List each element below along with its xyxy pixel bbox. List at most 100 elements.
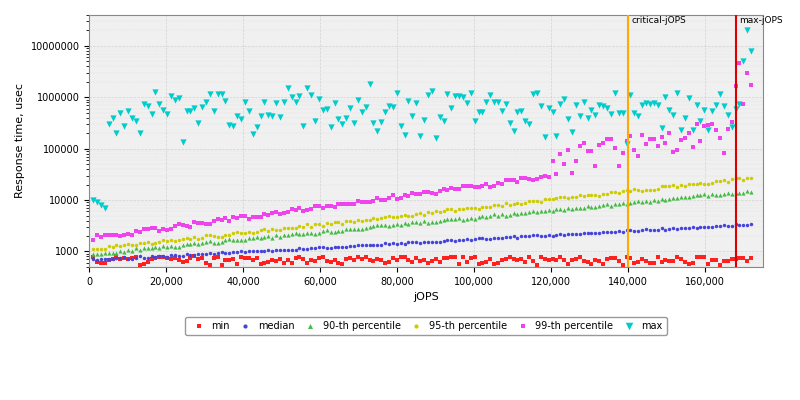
90-th percentile [394,222,407,228]
95-th percentile [581,192,594,198]
min [406,259,418,266]
max [169,96,182,103]
99-th percentile [628,147,641,153]
min [215,261,228,268]
median [741,222,754,229]
median [632,228,645,234]
median [593,230,606,236]
Text: critical-jOPS: critical-jOPS [632,16,686,25]
max [332,115,345,122]
max [266,112,278,119]
95-th percentile [726,176,738,182]
max [453,93,466,100]
90-th percentile [434,218,446,224]
95-th percentile [145,240,158,247]
max [176,139,189,145]
median [406,239,418,245]
90-th percentile [476,213,489,219]
min [430,256,442,262]
max [585,106,598,113]
90-th percentile [258,234,271,240]
90-th percentile [488,211,501,218]
95-th percentile [293,223,306,230]
95-th percentile [313,221,326,228]
min [507,256,520,262]
95-th percentile [499,200,512,206]
95-th percentile [562,194,574,201]
95-th percentile [737,177,750,183]
95-th percentile [605,189,618,195]
90-th percentile [317,228,330,234]
95-th percentile [238,230,251,236]
95-th percentile [414,210,426,216]
max [698,107,710,114]
max [375,119,388,126]
90-th percentile [410,219,422,225]
min [418,257,430,264]
95-th percentile [733,174,746,181]
99-th percentile [258,211,271,217]
90-th percentile [702,193,714,200]
min [110,254,123,260]
min [223,257,236,263]
max [636,102,649,109]
95-th percentile [710,178,722,184]
max [378,109,391,116]
median [422,238,434,245]
95-th percentile [301,221,314,228]
max [503,119,516,126]
99-th percentile [180,222,193,229]
90-th percentile [651,197,664,204]
90-th percentile [714,192,726,198]
median [674,225,687,232]
99-th percentile [706,120,718,127]
90-th percentile [340,226,353,233]
95-th percentile [130,242,142,248]
90-th percentile [515,210,528,216]
min [647,260,660,266]
max [161,111,174,117]
min [386,255,399,261]
max [605,110,618,117]
min [86,254,99,260]
99-th percentile [286,206,298,212]
median [347,243,360,250]
max [534,103,547,109]
max [293,92,306,99]
90-th percentile [722,190,734,197]
median [86,256,99,262]
90-th percentile [309,230,322,237]
median [694,224,707,230]
max [659,94,672,100]
min [457,254,470,260]
90-th percentile [686,193,699,200]
95-th percentile [157,237,170,243]
max [145,110,158,117]
95-th percentile [347,219,360,225]
99-th percentile [488,182,501,189]
95-th percentile [324,221,337,227]
90-th percentile [737,190,750,196]
min [574,254,586,260]
median [534,233,547,240]
95-th percentile [90,246,103,252]
median [526,232,539,239]
99-th percentile [492,180,505,187]
max [445,104,458,111]
90-th percentile [601,200,614,207]
median [647,227,660,234]
90-th percentile [472,213,485,220]
min [566,256,578,263]
90-th percentile [282,232,294,238]
median [293,245,306,252]
max [192,119,205,126]
90-th percentile [223,236,236,243]
99-th percentile [126,231,138,238]
99-th percentile [363,198,376,205]
90-th percentile [219,237,232,244]
90-th percentile [639,198,652,204]
99-th percentile [554,150,566,157]
min [601,256,614,262]
99-th percentile [153,228,166,234]
95-th percentile [663,183,676,190]
